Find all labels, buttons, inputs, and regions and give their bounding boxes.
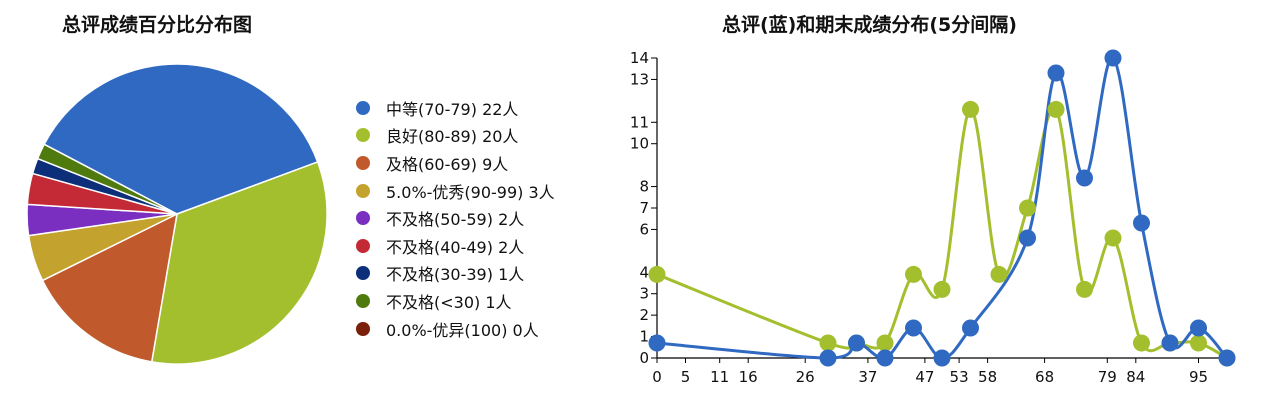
series-1-point [1076,280,1093,298]
legend-marker [356,321,370,336]
x-tick-label: 37 [858,368,877,386]
legend-item: 不及格(<30) 1人 [356,287,555,315]
legend-label: 5.0%-优秀(90-99) 3人 [386,182,555,202]
legend-item: 5.0%-优秀(90-99) 3人 [356,177,555,205]
y-tick-label: 0 [639,349,649,367]
series-0-point [1218,349,1236,367]
pie-chart-title: 总评成绩百分比分布图 [62,14,253,36]
legend-label: 0.0%-优异(100) 0人 [386,320,539,340]
y-tick-label: 6 [639,220,649,238]
legend-label: 不及格(30-39) 1人 [386,265,525,285]
y-tick-label: 10 [630,135,649,153]
pie-legend: 中等(70-79) 22人 良好(80-89) 20人 及格(60-69) 9人 5.… [356,94,555,342]
legend-item: 及格(60-69) 9人 [356,149,555,177]
y-tick-label: 11 [630,113,649,131]
legend-item: 不及格(50-59) 2人 [356,204,555,232]
legend-marker [356,155,370,170]
series-1-point [1047,100,1065,118]
series-1-point [933,280,951,298]
legend-label: 不及格(50-59) 2人 [386,210,525,230]
line-chart-title: 总评(蓝)和期末成绩分布(5分间隔) [722,14,1017,36]
legend-marker [356,293,370,308]
x-tick-label: 79 [1098,368,1117,386]
series-0-point [648,334,666,352]
legend-item: 良好(80-89) 20人 [356,122,555,150]
y-tick-label: 3 [639,285,649,303]
x-tick-label: 47 [915,368,934,386]
pie-slice-2 [41,212,178,363]
series-0-point [962,319,979,337]
y-tick-label: 14 [630,49,649,67]
x-tick-label: 5 [681,368,691,386]
series-1-point [1019,199,1036,217]
legend-marker [356,211,370,226]
series-1-point [819,334,837,352]
series-1-point [1133,334,1150,352]
pie-slice-0 [43,63,319,215]
series-0-point [933,349,951,367]
x-tick-label: 95 [1189,368,1208,386]
y-tick-label: 7 [639,199,649,217]
x-tick-label: 58 [978,368,997,386]
legend-item: 不及格(40-49) 2人 [356,232,555,260]
series-0-point [1076,169,1093,187]
y-tick-label: 1 [639,328,649,346]
legend-label: 良好(80-89) 20人 [386,127,519,147]
legend-marker [356,238,370,253]
pie-slice-1 [150,160,328,365]
legend-item: 0.0%-优异(100) 0人 [356,315,555,343]
x-tick-label: 68 [1035,368,1054,386]
series-0-point [1019,229,1036,247]
series-0-point [819,349,837,367]
x-tick-label: 53 [950,368,969,386]
legend-label: 不及格(40-49) 2人 [386,237,525,257]
legend-marker [356,128,370,143]
pie-slice-7 [36,143,178,215]
x-tick-label: 84 [1126,368,1145,386]
pie-chart [26,63,328,365]
series-1-point [648,265,666,283]
series-line-1 [656,106,1228,360]
y-tick-label: 2 [639,306,649,324]
y-tick-label: 4 [639,263,649,281]
series-0-point [1047,64,1065,82]
series-0-point [1161,334,1179,352]
series-1-point [1104,229,1122,247]
x-tick-label: 26 [796,368,815,386]
series-0-point [1104,49,1122,67]
x-tick-label: 0 [652,368,662,386]
legend-marker [356,183,370,198]
y-tick-label: 13 [630,70,649,88]
legend-label: 中等(70-79) 22人 [386,99,519,119]
series-0-point [1190,319,1207,337]
legend-item: 不及格(30-39) 1人 [356,260,555,288]
series-1-point [962,100,979,118]
series-0-point [876,349,894,367]
legend-marker [356,266,370,281]
legend-marker [356,100,370,115]
legend-item: 中等(70-79) 22人 [356,94,555,122]
x-tick-label: 16 [739,368,758,386]
series-0-point [905,319,922,337]
series-1-point [876,334,894,352]
series-1-point [905,265,922,283]
legend-label: 不及格(<30) 1人 [386,292,512,312]
series-line-0 [656,56,1229,360]
series-1-point [990,265,1008,283]
legend-label: 及格(60-69) 9人 [386,154,509,174]
x-tick-label: 11 [710,368,729,386]
series-0-point [1133,214,1150,232]
y-tick-label: 8 [639,178,649,196]
series-1-point [1190,334,1207,352]
series-0-point [848,334,865,352]
